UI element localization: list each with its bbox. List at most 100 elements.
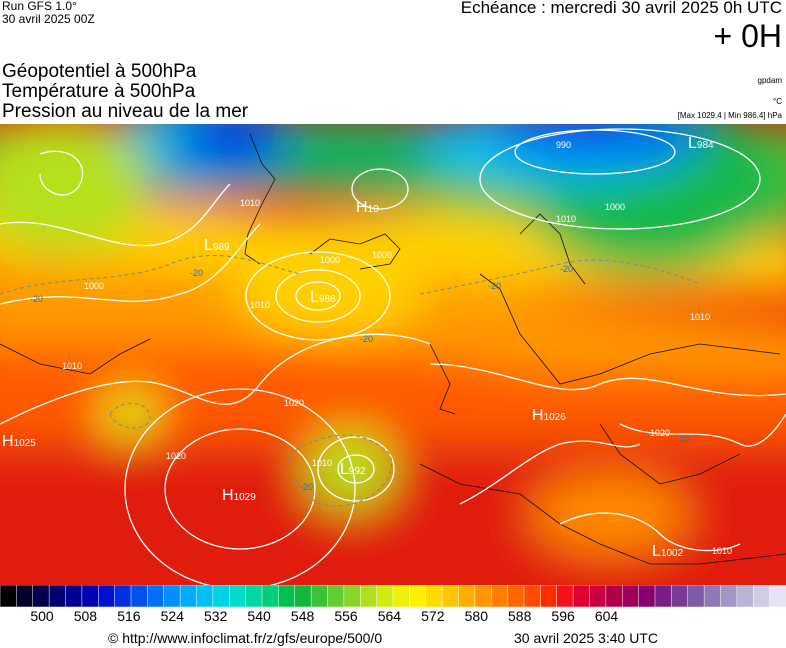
color-swatch (114, 585, 132, 607)
color-swatch (392, 585, 411, 607)
scale-tick-label: 532 (204, 608, 228, 624)
isobar-labels: 990 1000 1010 1000 1000 1010 1010 1000 1… (62, 140, 732, 556)
scale-tick-label: 516 (117, 608, 141, 624)
color-swatch (441, 585, 460, 607)
color-swatch (687, 585, 705, 607)
color-swatch (589, 585, 607, 607)
pressure-center-high: H1029 (222, 487, 256, 504)
run-date-label: 30 avril 2025 00Z (2, 12, 95, 26)
color-swatch (212, 585, 231, 607)
footer-timestamp: 30 avril 2025 3:40 UTC (514, 630, 658, 646)
isobar-label: 1020 (166, 451, 186, 461)
isobar-label: 1010 (62, 361, 82, 371)
pressure-center-high: H1025 (2, 433, 36, 450)
color-swatch (0, 585, 18, 607)
isobar-label: 1000 (320, 255, 340, 265)
color-swatch (654, 585, 673, 607)
color-swatch (753, 585, 771, 607)
coastlines (0, 133, 786, 565)
color-swatch (409, 585, 427, 607)
scale-tick-label: 572 (421, 608, 445, 624)
color-swatch (360, 585, 378, 607)
temperature-labels: -20 -20 -20 -20 -20 -20 -20 (30, 264, 689, 492)
color-swatch (48, 585, 67, 607)
color-swatch (147, 585, 165, 607)
color-swatch (376, 585, 394, 607)
color-swatch (720, 585, 738, 607)
isotherms (0, 254, 701, 507)
pressure-center-low: L992 (340, 461, 366, 478)
color-swatch (327, 585, 345, 607)
color-swatch (491, 585, 509, 607)
pressure-center-low: L989 (204, 237, 230, 254)
isobar-label: 1010 (250, 300, 270, 310)
isobar-label: 990 (556, 140, 571, 150)
pressure-center-high: H10 (356, 199, 379, 216)
unit-celsius: °C (773, 97, 782, 106)
color-swatch (474, 585, 493, 607)
isobar-label: 1020 (284, 398, 304, 408)
color-swatch (343, 585, 362, 607)
scale-tick-label: 596 (551, 608, 575, 624)
temperature-label: -20 (488, 281, 501, 291)
color-swatch (638, 585, 656, 607)
geopotential-field (0, 124, 786, 585)
color-swatch (523, 585, 542, 607)
unit-gpdam: gpdam (757, 76, 782, 85)
scale-tick-label: 548 (290, 608, 315, 624)
temperature-label: -20 (300, 482, 313, 492)
color-swatch (196, 585, 214, 607)
pressure-center-high: H1026 (532, 407, 566, 424)
color-swatch (769, 585, 786, 607)
color-swatch (622, 585, 640, 607)
pressure-center-low: L1002 (652, 543, 684, 560)
color-swatch (671, 585, 689, 607)
scale-tick-label: 556 (334, 608, 358, 624)
isobars (0, 128, 786, 585)
isobar-label: 1010 (312, 458, 332, 468)
scale-tick-label: 564 (377, 608, 402, 624)
color-swatch (16, 585, 34, 607)
echeance-label: Echéance : mercredi 30 avril 2025 0h UTC (460, 0, 782, 17)
color-swatch (425, 585, 443, 607)
color-swatch (32, 585, 50, 607)
title-pressure: Pression au niveau de la mer (2, 101, 249, 122)
pressure-range: [Max 1029.4 | Min 986.4] hPa (677, 111, 782, 120)
color-scale-bar (0, 585, 786, 607)
scale-tick-label: 524 (160, 608, 184, 624)
footer-credit: © http://www.infoclimat.fr/z/gfs/europe/… (108, 630, 383, 646)
isobar-label: 1010 (556, 214, 576, 224)
color-swatch (294, 585, 312, 607)
color-swatch (736, 585, 755, 607)
isobar-986-inner (295, 281, 341, 311)
isobar-label: 1010 (240, 198, 260, 208)
color-swatch (540, 585, 558, 607)
pressure-center-low: L986 (310, 289, 336, 306)
isobar-label: 1010 (690, 312, 710, 322)
color-swatch (245, 585, 263, 607)
pressure-center-low: L984 (688, 135, 714, 152)
temperature-label: -20 (676, 434, 689, 444)
color-swatch (65, 585, 83, 607)
color-swatch (703, 585, 722, 607)
isobar-label: 1020 (650, 428, 670, 438)
color-swatch (310, 585, 329, 607)
color-swatch (605, 585, 624, 607)
temperature-label: -20 (560, 264, 573, 274)
color-swatch (229, 585, 247, 607)
color-swatch (179, 585, 198, 607)
color-swatch (98, 585, 116, 607)
isobar-label: 1010 (712, 546, 732, 556)
forecast-offset: + 0H (713, 18, 782, 54)
temperature-label: -20 (360, 334, 373, 344)
scale-tick-label: 580 (464, 608, 488, 624)
scale-tick-label: 500 (30, 608, 54, 624)
isobar-label: 1000 (84, 281, 104, 291)
temperature-label: -20 (190, 268, 203, 278)
color-swatch (163, 585, 181, 607)
title-geopotential: Géopotentiel à 500hPa (2, 61, 197, 82)
color-swatch (130, 585, 149, 607)
temperature-label: -20 (30, 294, 43, 304)
scale-tick-label: 588 (508, 608, 532, 624)
color-swatch (556, 585, 574, 607)
